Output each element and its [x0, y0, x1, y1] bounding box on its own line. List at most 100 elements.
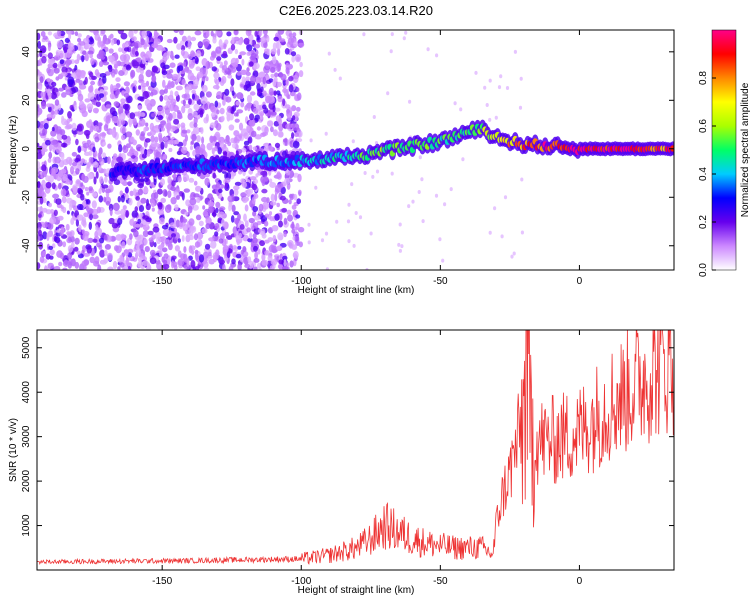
- noise-cell: [138, 85, 142, 90]
- noise-cell: [210, 240, 217, 249]
- noise-cell: [50, 91, 57, 100]
- noise-cell: [234, 48, 239, 55]
- noise-cell: [133, 80, 138, 86]
- noise-cell: [75, 69, 82, 76]
- noise-cell: [240, 192, 247, 198]
- noise-cell: [89, 30, 97, 33]
- noise-cell: [124, 249, 129, 257]
- snr-series-line: [37, 330, 674, 565]
- noise-cell: [100, 30, 106, 35]
- noise-cell: [108, 48, 114, 54]
- noise-cell: [252, 237, 258, 244]
- noise-cell: [132, 86, 136, 94]
- noise-cell: [143, 127, 147, 134]
- noise-cell: [166, 204, 172, 210]
- noise-cell: [210, 136, 215, 142]
- noise-cell: [246, 67, 250, 73]
- noise-cell: [204, 243, 211, 250]
- noise-cell: [283, 231, 287, 238]
- noise-cell: [204, 214, 209, 220]
- noise-cell: [183, 61, 187, 68]
- noise-cell: [109, 208, 113, 217]
- noise-cell: [94, 230, 99, 238]
- x-tick-label: 0: [577, 576, 583, 587]
- noise-cell: [246, 51, 252, 57]
- noise-cell: [346, 219, 351, 224]
- noise-cell: [107, 143, 112, 149]
- noise-cell: [483, 85, 487, 90]
- noise-cell: [264, 145, 269, 152]
- noise-cell: [296, 87, 300, 92]
- noise-cell: [210, 30, 214, 37]
- noise-cell: [128, 119, 132, 128]
- noise-cell: [104, 249, 108, 256]
- noise-cell: [158, 202, 163, 210]
- noise-cell: [160, 62, 166, 69]
- noise-cell: [143, 238, 148, 246]
- noise-cell: [103, 234, 108, 241]
- noise-cell: [97, 122, 103, 127]
- noise-cell: [74, 59, 80, 64]
- noise-cell: [99, 249, 105, 258]
- noise-cell: [247, 256, 252, 263]
- noise-cell: [350, 182, 354, 187]
- noise-cell: [67, 111, 72, 119]
- noise-cell: [108, 64, 113, 73]
- noise-cell: [145, 35, 149, 45]
- noise-cell: [156, 262, 163, 270]
- noise-cell: [338, 76, 342, 81]
- noise-cell: [175, 85, 183, 91]
- noise-cell: [181, 146, 188, 154]
- noise-cell: [166, 140, 174, 145]
- noise-cell: [114, 68, 118, 75]
- noise-cell: [435, 53, 439, 58]
- noise-cell: [37, 142, 40, 148]
- noise-cell: [144, 138, 151, 143]
- noise-cell: [52, 62, 58, 69]
- noise-cell: [161, 247, 168, 253]
- noise-cell: [40, 31, 46, 37]
- noise-cell: [162, 79, 166, 88]
- noise-cell: [242, 196, 248, 204]
- noise-cell: [398, 248, 402, 253]
- noise-cell: [282, 255, 288, 261]
- noise-cell: [37, 145, 43, 154]
- noise-cell: [175, 219, 180, 228]
- noise-cell: [254, 251, 258, 260]
- noise-cell: [105, 200, 111, 206]
- noise-cell: [65, 89, 72, 96]
- noise-cell: [223, 60, 228, 66]
- noise-cell: [95, 171, 99, 179]
- noise-cell: [274, 72, 279, 78]
- noise-cell: [53, 55, 61, 61]
- noise-cell: [277, 130, 284, 138]
- noise-cell: [47, 57, 55, 65]
- noise-cell: [269, 265, 275, 270]
- noise-cell: [352, 243, 356, 248]
- noise-cell: [103, 124, 109, 132]
- noise-cell: [99, 89, 105, 94]
- noise-cell: [193, 122, 198, 128]
- noise-cell: [307, 240, 311, 245]
- noise-cell: [77, 145, 82, 153]
- noise-cell: [137, 218, 142, 224]
- noise-cell: [259, 30, 263, 37]
- noise-cell: [267, 145, 273, 152]
- noise-cell: [154, 136, 159, 143]
- noise-cell: [219, 259, 226, 264]
- noise-cell: [443, 202, 447, 207]
- noise-cell: [101, 184, 109, 189]
- noise-cell: [87, 91, 95, 100]
- noise-cell: [73, 246, 79, 252]
- noise-cell: [66, 118, 71, 124]
- noise-cell: [45, 181, 52, 189]
- noise-cell: [37, 111, 41, 116]
- noise-cell: [78, 224, 82, 233]
- noise-cell: [93, 176, 97, 185]
- noise-cell: [123, 144, 127, 150]
- noise-cell: [449, 187, 453, 192]
- noise-cell: [149, 98, 156, 107]
- noise-cell: [77, 33, 82, 38]
- noise-cell: [181, 105, 186, 114]
- noise-cell: [260, 132, 267, 138]
